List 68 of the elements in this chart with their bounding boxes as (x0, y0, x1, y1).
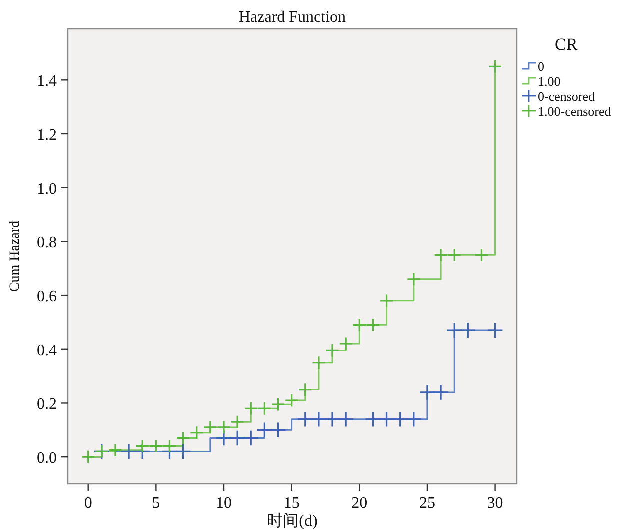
point (120, 443, 138, 460)
point (230, 415, 245, 430)
point (108, 443, 122, 458)
legend-title: CR (555, 35, 578, 54)
point (352, 318, 367, 332)
x-axis-title: 时间(d) (267, 512, 318, 530)
legend-label: 1.00-censored (538, 104, 612, 119)
legend-label: 0 (538, 59, 544, 74)
point (81, 450, 96, 464)
y-tick-label: 1.4 (37, 73, 57, 90)
point (419, 384, 436, 401)
point (271, 398, 286, 412)
x-tick-label: 20 (352, 495, 368, 512)
point (365, 411, 382, 428)
x-tick-label: 10 (216, 495, 232, 512)
point (310, 411, 328, 428)
point (312, 356, 326, 370)
point (432, 384, 450, 401)
point (229, 430, 246, 446)
point (324, 411, 341, 428)
legend-label: 0-censored (538, 89, 596, 104)
point (378, 411, 395, 428)
point (149, 439, 164, 454)
y-tick-label: 0.8 (37, 234, 57, 252)
point (460, 322, 476, 339)
y-tick-label: 1.2 (37, 127, 57, 144)
x-tick-label: 5 (152, 495, 160, 512)
point (244, 402, 258, 416)
point (446, 322, 463, 339)
point (258, 402, 272, 416)
point (392, 411, 409, 428)
point (216, 420, 231, 434)
point (474, 248, 489, 262)
point (297, 411, 314, 428)
chart-title: Hazard Function (238, 9, 346, 26)
legend-label: 1.00 (538, 74, 561, 89)
point (488, 60, 502, 74)
point (270, 422, 286, 438)
point (242, 430, 260, 446)
point (136, 439, 150, 454)
point (190, 426, 204, 440)
x-tick-label: 0 (84, 495, 92, 512)
point (448, 248, 462, 262)
y-tick-label: 1.0 (37, 180, 57, 198)
point (284, 394, 299, 408)
point (380, 294, 394, 308)
point (406, 411, 422, 428)
point (366, 318, 380, 332)
x-tick-label: 30 (487, 495, 504, 512)
point (298, 382, 312, 397)
y-tick-label: 0.4 (37, 342, 57, 360)
point (434, 248, 448, 262)
y-axis-title: Cum Hazard (8, 220, 23, 292)
x-tick-label: 15 (284, 495, 300, 512)
point (162, 439, 177, 454)
point (203, 420, 218, 434)
point (176, 431, 190, 446)
y-tick-label: 0.6 (37, 288, 57, 306)
point (406, 272, 421, 286)
point (487, 322, 504, 339)
x-tick-label: 25 (419, 495, 436, 512)
point (339, 337, 354, 351)
y-tick-label: 0.2 (37, 396, 57, 414)
y-tick-label: 0.0 (37, 450, 57, 468)
point (338, 411, 354, 428)
point (175, 443, 192, 460)
point (256, 422, 273, 438)
point (326, 344, 340, 358)
